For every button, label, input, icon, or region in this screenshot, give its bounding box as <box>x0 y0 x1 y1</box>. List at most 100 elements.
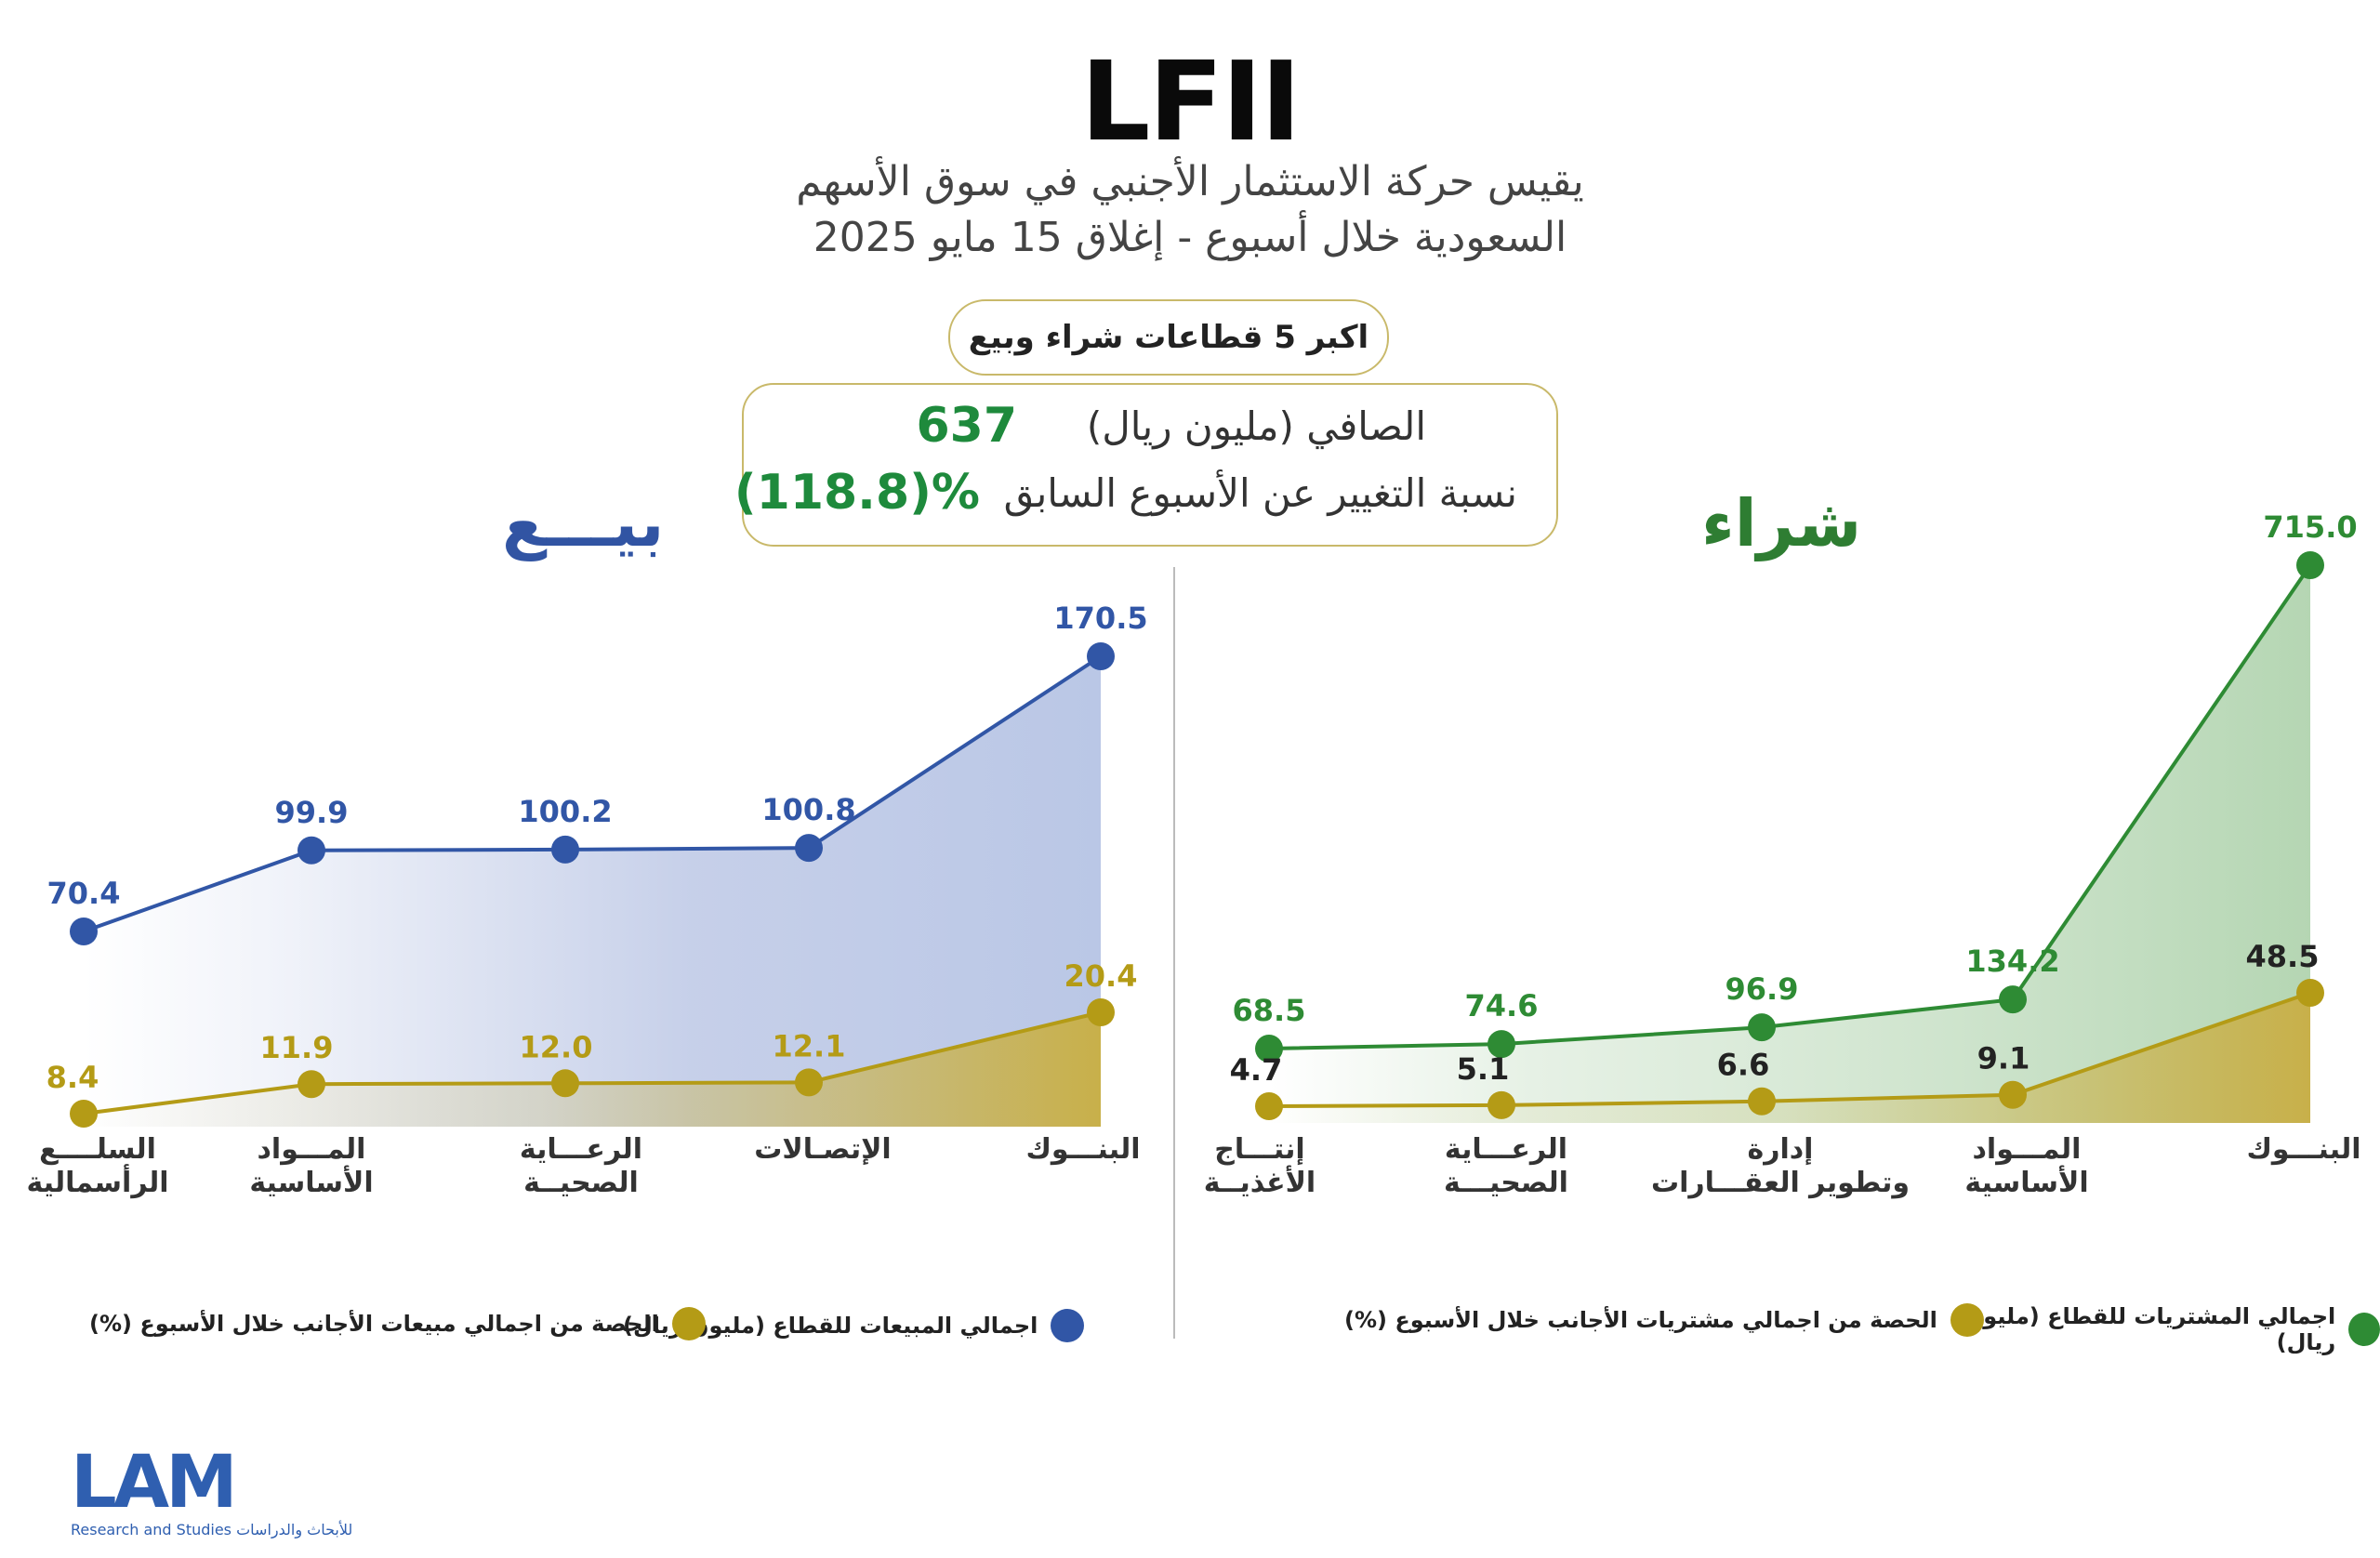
category-label-line: إدارة <box>1748 1133 1814 1166</box>
sell-chart: 70.4 99.9 100.2 100.8 170.5 8.4 11.9 12.0 12.1 20… <box>26 601 1147 1199</box>
category-label: الرعـــاية الصحيـــة <box>1444 1133 1568 1199</box>
legend-sell-share: الحصة من اجمالي مبيعات الأجانب خلال الأس… <box>89 1307 706 1340</box>
share-data-label: 48.5 <box>2246 939 2320 974</box>
share-point <box>795 1068 823 1097</box>
total-area <box>84 656 1101 1127</box>
legend-buy-share-swatch <box>1950 1303 1984 1337</box>
legend-sell-total-swatch <box>1051 1309 1085 1342</box>
net-label: الصافي (مليون ريال) <box>1086 403 1426 449</box>
share-point <box>70 1100 98 1128</box>
category-label-line: إنتـــاج <box>1214 1133 1304 1166</box>
category-label: المـــواد الأساسية <box>249 1133 373 1199</box>
category-label-line: الأساسية <box>1964 1165 2088 1199</box>
legend-buy-total-swatch <box>2348 1313 2380 1346</box>
change-value: (118.8)% <box>734 465 980 521</box>
total-point <box>1488 1030 1515 1059</box>
share-data-label: 12.1 <box>773 1028 846 1063</box>
share-point <box>1999 1080 2027 1109</box>
logo-text: LAM <box>71 1441 238 1525</box>
share-data-label: 12.0 <box>520 1029 593 1064</box>
legend-buy-total-label: اجمالي المشتريات للقطاع (مليون ريال) <box>1964 1303 2336 1355</box>
total-point <box>298 836 325 865</box>
category-label: الرعـــاية الصحيــة <box>520 1133 642 1199</box>
category-label: البنـــوك <box>1025 1133 1140 1166</box>
category-label: المـــواد الأساسية <box>1964 1133 2088 1199</box>
chart-divider <box>1173 567 1175 1339</box>
share-data-label: 20.4 <box>1064 958 1138 994</box>
total-data-label: 715.0 <box>2263 509 2357 545</box>
total-data-label: 96.9 <box>1726 971 1799 1007</box>
category-label: إدارة وتطوير العقـــارات <box>1651 1133 1910 1199</box>
share-point <box>1748 1087 1776 1116</box>
total-point <box>1087 642 1115 670</box>
subtitle-line-1: يقيس حركة الاستثمار الأجنبي في سوق الأسه… <box>796 158 1584 205</box>
share-point <box>298 1070 325 1099</box>
legend-sell-share-label: الحصة من اجمالي مبيعات الأجانب خلال الأس… <box>89 1311 659 1337</box>
share-point <box>1488 1090 1515 1119</box>
share-area <box>84 1012 1101 1127</box>
legend-buy-share: الحصة من اجمالي مشتريات الأجانب خلال الأ… <box>1344 1303 1984 1337</box>
total-point <box>1255 1035 1283 1063</box>
change-label: نسبة التغيير عن الأسبوع السابق <box>1003 470 1517 516</box>
category-label-line: الرأسمالية <box>26 1164 168 1199</box>
total-point <box>1999 985 2027 1014</box>
category-label-line: المـــواد <box>258 1133 366 1166</box>
share-point <box>1255 1092 1283 1120</box>
total-data-label: 68.5 <box>1233 993 1306 1028</box>
category-label-line: السلــــع <box>39 1133 156 1166</box>
category-label-line: الصحيـــة <box>1444 1167 1568 1199</box>
total-data-label: 99.9 <box>275 795 349 830</box>
category-label: الإتصـالات <box>754 1133 891 1166</box>
logo-subtext: للأبحاث والدراسات Research and Studies <box>71 1521 353 1538</box>
total-point <box>1748 1013 1776 1042</box>
pill-label: اكبر 5 قطاعات شراء وبيع <box>968 319 1369 356</box>
total-data-label: 134.2 <box>1965 944 2059 979</box>
subtitle-line-2: السعودية خلال أسبوع - إغلاق 15 مايو 2025 <box>813 214 1567 261</box>
top-sectors-pill: اكبر 5 قطاعات شراء وبيع <box>948 299 1389 376</box>
total-point <box>551 835 579 864</box>
category-label-line: البنـــوك <box>1025 1133 1140 1166</box>
category-label: إنتـــاج الأغذيــة <box>1204 1133 1316 1199</box>
total-area <box>1269 565 2310 1123</box>
share-point <box>2296 979 2324 1007</box>
share-point <box>551 1069 579 1098</box>
total-data-label: 74.6 <box>1465 988 1539 1023</box>
legend-buy-share-label: الحصة من اجمالي مشتريات الأجانب خلال الأ… <box>1344 1307 1937 1333</box>
total-point <box>795 834 823 863</box>
net-summary-box: الصافي (مليون ريال) 637 نسبة التغيير عن … <box>734 383 1558 547</box>
category-label: السلــــع الرأسمالية <box>26 1133 168 1199</box>
page-title: LFII <box>1080 37 1302 165</box>
total-point <box>2296 551 2324 579</box>
category-label-line: الإتصـالات <box>754 1133 891 1166</box>
total-data-label: 100.8 <box>761 792 855 827</box>
category-label-line: البنـــوك <box>2246 1133 2360 1166</box>
sell-heading: بيـــع <box>502 485 665 561</box>
total-data-label: 100.2 <box>518 794 612 829</box>
lam-logo: LAM للأبحاث والدراسات Research and Studi… <box>71 1446 352 1538</box>
share-point <box>1087 998 1115 1026</box>
net-value: 637 <box>916 398 1017 454</box>
category-label-line: الأساسية <box>249 1165 373 1199</box>
category-label: البنـــوك <box>2246 1133 2360 1166</box>
share-data-label: 4.7 <box>1230 1052 1283 1088</box>
total-data-label: 70.4 <box>47 876 121 911</box>
legend-buy-total: اجمالي المشتريات للقطاع (مليون ريال) <box>1924 1303 2380 1355</box>
share-data-label: 9.1 <box>1977 1041 2030 1076</box>
category-label-line: الرعـــاية <box>1445 1133 1567 1166</box>
share-data-label: 6.6 <box>1717 1048 1770 1083</box>
category-label-line: وتطوير العقـــارات <box>1651 1167 1910 1199</box>
category-label-line: الأغذيــة <box>1204 1165 1316 1199</box>
legend-sell-share-swatch <box>671 1307 706 1340</box>
total-data-label: 170.5 <box>1053 601 1147 636</box>
share-data-label: 5.1 <box>1457 1051 1510 1087</box>
buy-heading: شراء <box>1701 485 1862 561</box>
category-label-line: الصحيــة <box>523 1167 639 1199</box>
buy-chart: 68.5 74.6 96.9 134.2 715.0 4.7 5.1 6.6 9.1 48.5 إن… <box>1204 509 2361 1199</box>
category-label-line: المـــواد <box>1973 1133 2082 1166</box>
category-label-line: الرعـــاية <box>520 1133 642 1166</box>
share-data-label: 11.9 <box>260 1030 334 1065</box>
share-area <box>1269 993 2310 1123</box>
share-data-label: 8.4 <box>46 1060 99 1095</box>
total-point <box>70 918 98 945</box>
